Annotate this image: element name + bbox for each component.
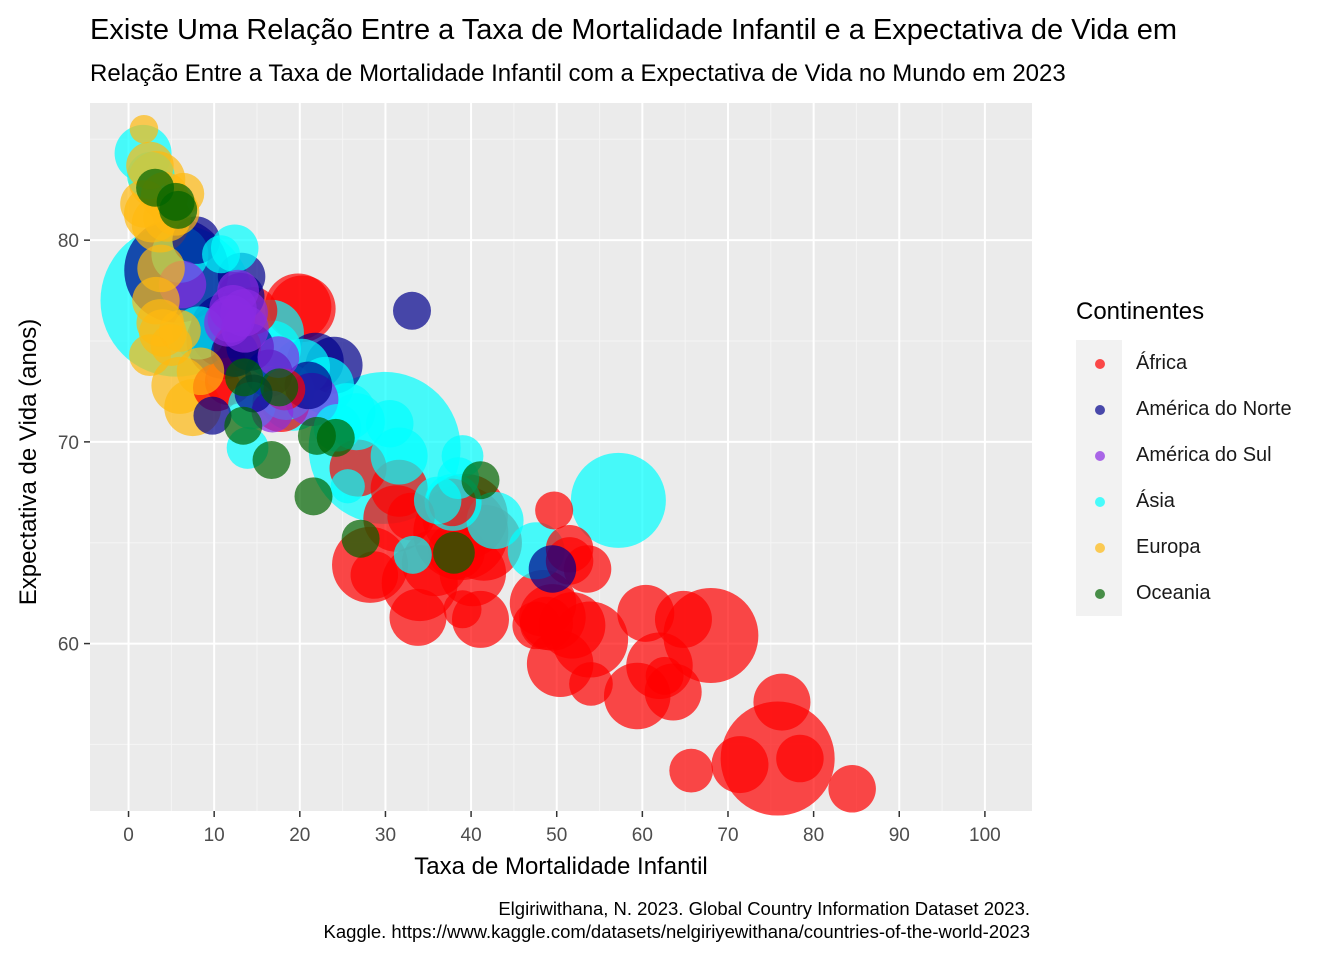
legend-title: Continentes	[1076, 298, 1205, 325]
legend-label: Europa	[1136, 536, 1201, 558]
data-point	[569, 662, 613, 706]
data-point	[129, 334, 171, 377]
data-point	[193, 396, 232, 435]
data-point	[341, 519, 380, 558]
data-point	[330, 469, 365, 504]
data-point	[159, 310, 201, 352]
x-tick-label: 10	[204, 825, 225, 846]
data-point	[221, 305, 269, 353]
data-point	[202, 235, 241, 274]
x-tick-label: 20	[289, 825, 310, 846]
x-tick-label: 100	[969, 825, 1001, 846]
data-point	[645, 656, 684, 695]
legend-label: África	[1136, 352, 1188, 374]
y-tick-label: 60	[58, 635, 79, 656]
chart-subtitle: Relação Entre a Taxa de Mortalidade Infa…	[90, 60, 1066, 87]
data-point	[252, 441, 291, 480]
caption: Elgiriwithana, N. 2023. Global Country I…	[324, 897, 1030, 943]
data-point	[570, 452, 666, 548]
y-axis-label: Expectativa de Vida (anos)	[15, 319, 42, 605]
data-point	[466, 492, 524, 550]
x-tick-label: 0	[123, 825, 134, 846]
legend-label: Oceania	[1136, 582, 1211, 604]
data-points	[100, 114, 876, 816]
data-point	[535, 491, 574, 530]
data-point	[224, 406, 263, 445]
data-point	[316, 418, 355, 457]
data-point	[217, 269, 260, 312]
legend-label: América do Sul	[1136, 444, 1272, 466]
y-tick-label: 70	[58, 433, 79, 454]
data-point	[669, 748, 714, 793]
data-point	[392, 291, 431, 330]
legend-key	[1095, 497, 1105, 507]
data-point	[776, 734, 824, 783]
legend-key	[1095, 405, 1105, 415]
data-point	[617, 584, 675, 642]
legend-key	[1095, 451, 1105, 461]
x-tick-label: 80	[803, 825, 824, 846]
x-axis-label: Taxa de Mortalidade Infantil	[414, 853, 708, 880]
x-tick-label: 40	[461, 825, 482, 846]
data-point	[389, 588, 447, 646]
legend-key	[1095, 359, 1105, 369]
data-point	[365, 399, 414, 448]
data-point	[393, 535, 432, 574]
x-tick-label: 60	[632, 825, 653, 846]
legend-key	[1095, 543, 1105, 553]
axes: 0 10 20 30 40 50 60 70 80 90 100 60 70 80	[58, 231, 1001, 846]
legend-label: América do Norte	[1136, 398, 1292, 420]
data-point	[225, 358, 264, 397]
data-point	[294, 477, 333, 516]
legend-key-background	[1076, 340, 1122, 616]
data-point	[176, 347, 225, 396]
chart-title: Existe Uma Relação Entre a Taxa de Morta…	[90, 14, 1178, 46]
legend-key	[1095, 589, 1105, 599]
legend: Continentes África América do Norte Améric…	[1076, 298, 1292, 616]
legend-label: Ásia	[1136, 490, 1175, 512]
x-tick-label: 70	[717, 825, 738, 846]
data-point	[159, 190, 198, 229]
data-point	[433, 531, 475, 574]
data-point	[260, 368, 299, 407]
y-tick-label: 80	[58, 231, 79, 252]
x-tick-label: 90	[889, 825, 910, 846]
caption-line-2: Kaggle. https://www.kaggle.com/datasets/…	[323, 921, 1030, 942]
data-point	[528, 545, 577, 593]
x-tick-label: 50	[546, 825, 567, 846]
data-point	[129, 114, 159, 144]
data-point	[443, 590, 482, 629]
data-point	[461, 461, 500, 500]
data-point	[753, 673, 811, 731]
x-tick-label: 30	[375, 825, 396, 846]
data-point	[257, 336, 300, 379]
caption-line-1: Elgiriwithana, N. 2023. Global Country I…	[498, 898, 1030, 919]
data-point	[711, 736, 769, 794]
data-point	[512, 601, 560, 650]
data-point	[350, 551, 399, 599]
data-point	[828, 765, 876, 813]
